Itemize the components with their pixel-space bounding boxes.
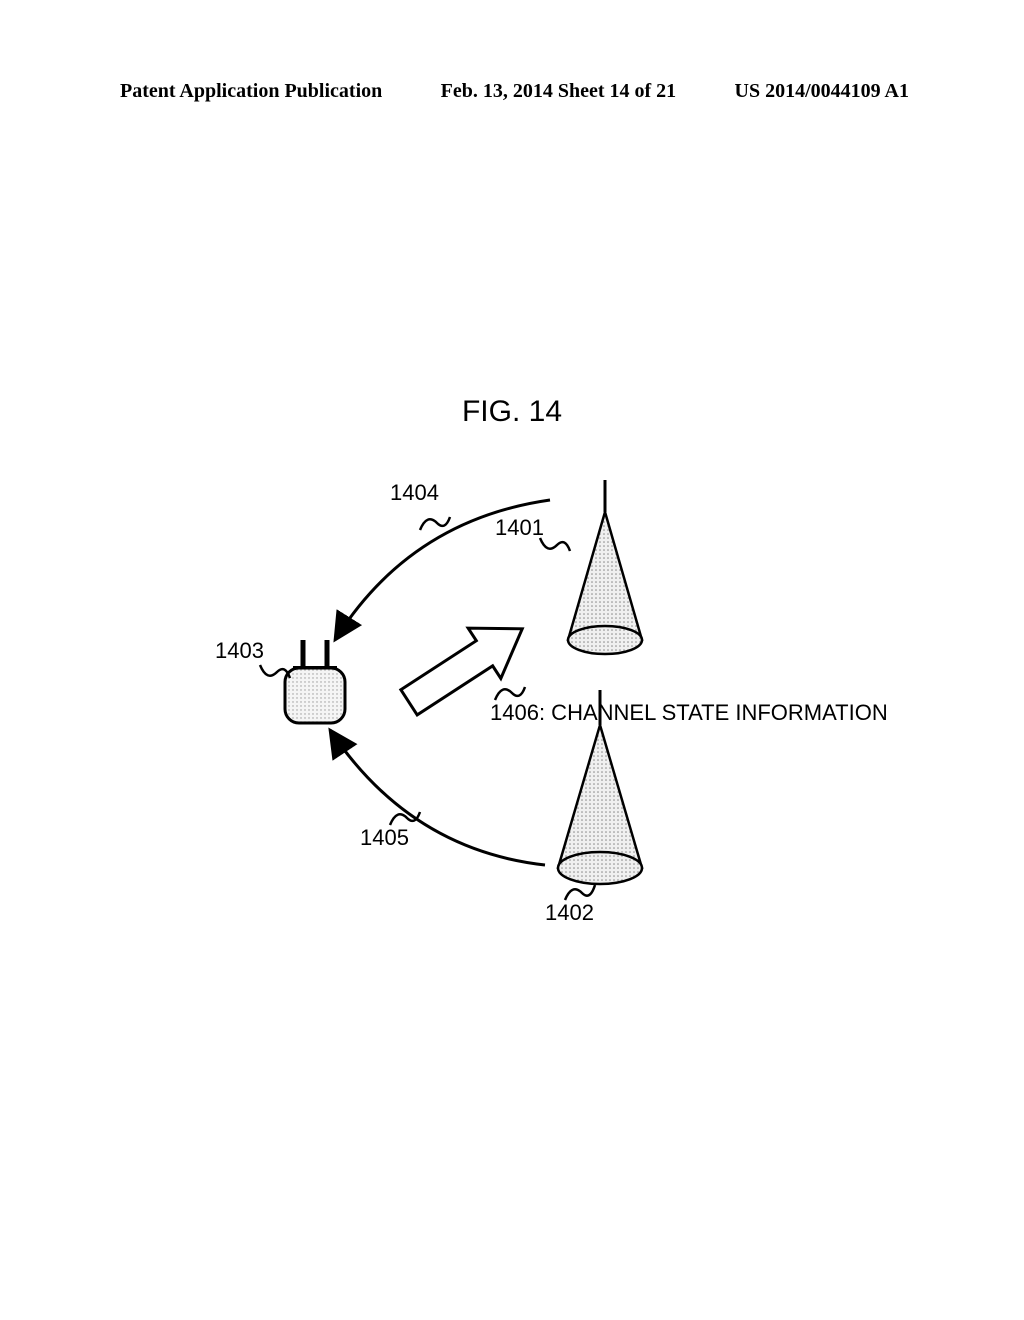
- label-1406-num: 1406: [490, 700, 539, 725]
- header-left: Patent Application Publication: [120, 80, 382, 103]
- header-right: US 2014/0044109 A1: [735, 80, 909, 103]
- label-1406-text: : CHANNEL STATE INFORMATION: [539, 700, 888, 725]
- leader-1403-icon: [255, 660, 295, 690]
- label-1402: 1402: [545, 900, 594, 926]
- figure-title: FIG. 14: [0, 395, 1024, 429]
- page-header: Patent Application Publication Feb. 13, …: [0, 80, 1024, 103]
- label-1403: 1403: [215, 638, 264, 664]
- label-1404: 1404: [390, 480, 439, 506]
- label-1401: 1401: [495, 515, 544, 541]
- arrow-1405-icon: [300, 710, 580, 890]
- label-1406: 1406: CHANNEL STATE INFORMATION: [490, 700, 888, 726]
- figure-diagram: 1404 1401 1403 1406: CHANNEL STATE INFOR…: [200, 460, 900, 900]
- header-center: Feb. 13, 2014 Sheet 14 of 21: [441, 80, 677, 103]
- leader-1404-icon: [415, 505, 455, 535]
- label-1405: 1405: [360, 825, 409, 851]
